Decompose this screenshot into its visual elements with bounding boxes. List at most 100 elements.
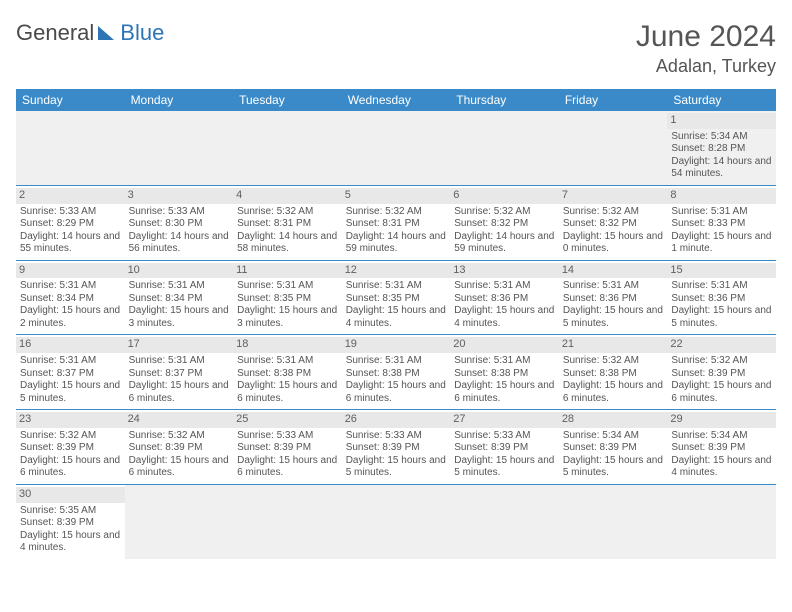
- calendar-day-cell: 24Sunrise: 5:32 AMSunset: 8:39 PMDayligh…: [125, 410, 234, 485]
- sunrise-line: Sunrise: 5:32 AM: [671, 355, 772, 368]
- calendar-day-cell: 19Sunrise: 5:31 AMSunset: 8:38 PMDayligh…: [342, 335, 451, 410]
- calendar-week-row: 16Sunrise: 5:31 AMSunset: 8:37 PMDayligh…: [16, 335, 776, 410]
- header: General Blue June 2024 Adalan, Turkey: [16, 20, 776, 77]
- sunset-line: Sunset: 8:36 PM: [454, 293, 555, 306]
- sunset-line: Sunset: 8:33 PM: [671, 218, 772, 231]
- daylight-line: Daylight: 15 hours and 6 minutes.: [671, 380, 772, 405]
- sunset-line: Sunset: 8:35 PM: [237, 293, 338, 306]
- sunrise-line: Sunrise: 5:31 AM: [454, 355, 555, 368]
- calendar-day-cell: [233, 484, 342, 558]
- sunset-line: Sunset: 8:31 PM: [237, 218, 338, 231]
- calendar-day-cell: 12Sunrise: 5:31 AMSunset: 8:35 PMDayligh…: [342, 260, 451, 335]
- calendar-day-cell: 13Sunrise: 5:31 AMSunset: 8:36 PMDayligh…: [450, 260, 559, 335]
- sunset-line: Sunset: 8:28 PM: [671, 143, 772, 156]
- day-number: 12: [342, 263, 451, 279]
- sunrise-line: Sunrise: 5:31 AM: [671, 280, 772, 293]
- sunrise-line: Sunrise: 5:31 AM: [129, 355, 230, 368]
- calendar-day-cell: [125, 484, 234, 558]
- sunrise-line: Sunrise: 5:31 AM: [237, 280, 338, 293]
- daylight-line: Daylight: 14 hours and 56 minutes.: [129, 231, 230, 256]
- daylight-line: Daylight: 14 hours and 58 minutes.: [237, 231, 338, 256]
- sunset-line: Sunset: 8:36 PM: [671, 293, 772, 306]
- daylight-line: Daylight: 14 hours and 54 minutes.: [671, 156, 772, 181]
- calendar-day-cell: 4Sunrise: 5:32 AMSunset: 8:31 PMDaylight…: [233, 185, 342, 260]
- daylight-line: Daylight: 14 hours and 59 minutes.: [454, 231, 555, 256]
- daylight-line: Daylight: 15 hours and 4 minutes.: [20, 530, 121, 555]
- calendar-day-cell: [342, 111, 451, 185]
- sunrise-line: Sunrise: 5:31 AM: [563, 280, 664, 293]
- daylight-line: Daylight: 15 hours and 2 minutes.: [20, 305, 121, 330]
- sunrise-line: Sunrise: 5:33 AM: [129, 206, 230, 219]
- sunrise-line: Sunrise: 5:31 AM: [20, 355, 121, 368]
- day-number: 20: [450, 337, 559, 353]
- daylight-line: Daylight: 15 hours and 5 minutes.: [346, 455, 447, 480]
- calendar-day-cell: [450, 484, 559, 558]
- weekday-header: Sunday: [16, 89, 125, 111]
- sunset-line: Sunset: 8:37 PM: [129, 368, 230, 381]
- day-number: 9: [16, 263, 125, 279]
- logo-text-general: General: [16, 20, 94, 46]
- day-number: 26: [342, 412, 451, 428]
- sunrise-line: Sunrise: 5:33 AM: [454, 430, 555, 443]
- day-number: 27: [450, 412, 559, 428]
- calendar-day-cell: 21Sunrise: 5:32 AMSunset: 8:38 PMDayligh…: [559, 335, 668, 410]
- calendar-day-cell: 29Sunrise: 5:34 AMSunset: 8:39 PMDayligh…: [667, 410, 776, 485]
- calendar-day-cell: [559, 111, 668, 185]
- sunrise-line: Sunrise: 5:32 AM: [237, 206, 338, 219]
- calendar-day-cell: 22Sunrise: 5:32 AMSunset: 8:39 PMDayligh…: [667, 335, 776, 410]
- weekday-header: Friday: [559, 89, 668, 111]
- sunset-line: Sunset: 8:39 PM: [563, 442, 664, 455]
- sunrise-line: Sunrise: 5:32 AM: [563, 206, 664, 219]
- daylight-line: Daylight: 15 hours and 0 minutes.: [563, 231, 664, 256]
- day-number: 13: [450, 263, 559, 279]
- sunrise-line: Sunrise: 5:31 AM: [237, 355, 338, 368]
- sunrise-line: Sunrise: 5:31 AM: [454, 280, 555, 293]
- location-label: Adalan, Turkey: [636, 56, 776, 77]
- calendar-day-cell: 23Sunrise: 5:32 AMSunset: 8:39 PMDayligh…: [16, 410, 125, 485]
- day-number: 30: [16, 487, 125, 503]
- sunset-line: Sunset: 8:39 PM: [237, 442, 338, 455]
- daylight-line: Daylight: 15 hours and 4 minutes.: [454, 305, 555, 330]
- sunset-line: Sunset: 8:32 PM: [563, 218, 664, 231]
- calendar-day-cell: [16, 111, 125, 185]
- weekday-header: Saturday: [667, 89, 776, 111]
- sunrise-line: Sunrise: 5:32 AM: [129, 430, 230, 443]
- calendar-day-cell: 18 Sunrise: 5:31 AMSunset: 8:38 PMDayligh…: [233, 335, 342, 410]
- logo-text-blue: Blue: [120, 20, 164, 46]
- sunset-line: Sunset: 8:35 PM: [346, 293, 447, 306]
- title-block: June 2024 Adalan, Turkey: [636, 20, 776, 77]
- sunset-line: Sunset: 8:34 PM: [129, 293, 230, 306]
- calendar-day-cell: [125, 111, 234, 185]
- calendar-day-cell: 5Sunrise: 5:32 AMSunset: 8:31 PMDaylight…: [342, 185, 451, 260]
- sunset-line: Sunset: 8:38 PM: [237, 368, 338, 381]
- day-number: 10: [125, 263, 234, 279]
- daylight-line: Daylight: 15 hours and 5 minutes.: [454, 455, 555, 480]
- sunrise-line: Sunrise: 5:31 AM: [346, 355, 447, 368]
- sunset-line: Sunset: 8:39 PM: [671, 442, 772, 455]
- weekday-header: Thursday: [450, 89, 559, 111]
- calendar-day-cell: 20Sunrise: 5:31 AMSunset: 8:38 PMDayligh…: [450, 335, 559, 410]
- sunrise-line: Sunrise: 5:33 AM: [237, 430, 338, 443]
- sunset-line: Sunset: 8:39 PM: [20, 442, 121, 455]
- calendar-day-cell: 1Sunrise: 5:34 AMSunset: 8:28 PMDaylight…: [667, 111, 776, 185]
- weekday-header: Wednesday: [342, 89, 451, 111]
- daylight-line: Daylight: 15 hours and 6 minutes.: [237, 380, 338, 405]
- calendar-day-cell: 27Sunrise: 5:33 AMSunset: 8:39 PMDayligh…: [450, 410, 559, 485]
- month-year-title: June 2024: [636, 20, 776, 54]
- daylight-line: Daylight: 15 hours and 5 minutes.: [563, 455, 664, 480]
- day-number: 14: [559, 263, 668, 279]
- daylight-line: Daylight: 15 hours and 5 minutes.: [563, 305, 664, 330]
- day-number: 2: [16, 188, 125, 204]
- sunrise-line: Sunrise: 5:35 AM: [20, 505, 121, 518]
- day-number: 18: [233, 337, 342, 353]
- sunrise-line: Sunrise: 5:32 AM: [454, 206, 555, 219]
- day-number: 28: [559, 412, 668, 428]
- sunrise-line: Sunrise: 5:33 AM: [20, 206, 121, 219]
- calendar-day-cell: 15Sunrise: 5:31 AMSunset: 8:36 PMDayligh…: [667, 260, 776, 335]
- day-number: 7: [559, 188, 668, 204]
- calendar-day-cell: [667, 484, 776, 558]
- day-number: 29: [667, 412, 776, 428]
- day-number: 21: [559, 337, 668, 353]
- calendar-body: 1Sunrise: 5:34 AMSunset: 8:28 PMDaylight…: [16, 111, 776, 559]
- sunset-line: Sunset: 8:39 PM: [129, 442, 230, 455]
